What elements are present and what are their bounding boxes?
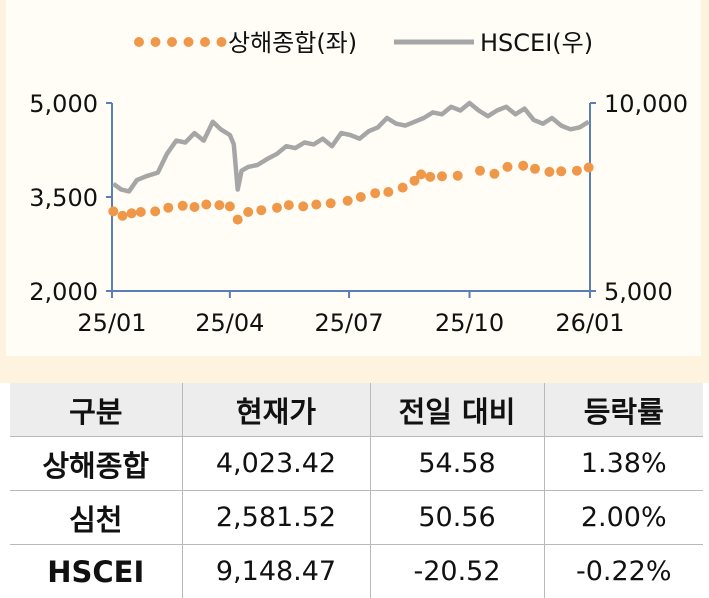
series-point-shanghai — [224, 201, 235, 212]
table-row: 심천 2,581.52 50.56 2.00% — [10, 490, 703, 545]
row-label: 심천 — [10, 490, 183, 545]
series-point-shanghai — [370, 188, 381, 199]
series-point-shanghai — [355, 192, 366, 202]
series-point-shanghai — [489, 168, 500, 179]
change-cell: 54.58 — [370, 436, 545, 491]
legend-marker-dots — [134, 37, 144, 47]
rate-cell: 1.38% — [544, 436, 703, 491]
change-cell: 50.56 — [370, 490, 545, 545]
rate-cell: 2.00% — [544, 490, 703, 545]
table-row: HSCEI 9,148.47 -20.52 -0.22% — [10, 544, 703, 598]
series-point-shanghai — [272, 202, 282, 213]
series-point-shanghai — [342, 195, 353, 206]
series-point-shanghai — [397, 182, 408, 193]
series-point-shanghai — [189, 202, 200, 212]
series-point-shanghai — [163, 202, 174, 213]
x-tick-label: 26/01 — [555, 309, 624, 337]
series-point-shanghai — [475, 165, 485, 176]
series-point-shanghai — [383, 187, 394, 197]
series-point-shanghai — [325, 198, 336, 209]
series-point-shanghai — [232, 214, 243, 225]
legend-marker-dots — [150, 37, 161, 47]
header-price: 현재가 — [182, 383, 371, 437]
series-point-shanghai — [530, 163, 540, 174]
row-label: 상해종합 — [10, 436, 183, 491]
series-point-shanghai — [583, 162, 594, 173]
legend-marker-dots — [200, 37, 210, 47]
price-cell: 9,148.47 — [182, 544, 371, 598]
price-cell: 4,023.42 — [182, 436, 371, 491]
series-point-shanghai — [177, 200, 188, 211]
y-right-tick-label: 10,000 — [604, 90, 688, 118]
x-tick-label: 25/07 — [314, 309, 383, 337]
series-point-shanghai — [243, 207, 254, 217]
price-cell: 2,581.52 — [182, 490, 371, 545]
series-point-shanghai — [201, 199, 212, 210]
series-point-shanghai — [556, 166, 567, 177]
series-point-shanghai — [518, 160, 529, 171]
chart-area: 2,000 3,500 5,000 5,000 10,000 25/01 25/04 25/0… — [6, 0, 701, 356]
series-point-shanghai — [425, 171, 436, 182]
y-left-tick-label: 5,000 — [29, 90, 98, 118]
y-left-tick-label: 3,500 — [29, 184, 98, 212]
series-point-shanghai — [416, 169, 427, 180]
series-point-shanghai — [135, 207, 146, 217]
series-line-hscei — [111, 100, 590, 194]
chart-panel: 2,000 3,500 5,000 5,000 10,000 25/01 25/04 25/0… — [0, 0, 709, 383]
row-label: HSCEI — [10, 544, 183, 598]
series-point-shanghai — [502, 161, 513, 172]
legend-label: HSCEI(우) — [480, 29, 593, 57]
series-point-shanghai — [437, 171, 447, 182]
series-point-shanghai — [544, 166, 555, 177]
series-point-shanghai — [117, 210, 128, 221]
series-point-shanghai — [409, 175, 420, 186]
legend-marker-dots — [167, 37, 177, 47]
series-point-shanghai — [150, 206, 161, 217]
series-point-shanghai — [311, 199, 322, 210]
header-category: 구분 — [10, 383, 183, 437]
legend-marker-dots — [183, 37, 194, 47]
series-point-shanghai — [571, 165, 582, 176]
index-table: 구분 현재가 전일 대비 등락률 상해종합 4,023.42 54.58 1.3… — [10, 383, 703, 598]
x-tick-label: 25/10 — [435, 309, 504, 337]
change-cell: -20.52 — [370, 544, 545, 598]
series-point-shanghai — [256, 205, 267, 216]
y-right-tick-label: 5,000 — [604, 278, 673, 306]
header-rate: 등락률 — [544, 383, 703, 437]
table-row: 상해종합 4,023.42 54.58 1.38% — [10, 436, 703, 491]
line-chart: 2,000 3,500 5,000 5,000 10,000 25/01 25/04 25/0… — [29, 29, 688, 337]
series-point-shanghai — [126, 208, 137, 219]
legend-marker-dots — [216, 37, 227, 47]
series-point-shanghai — [298, 201, 309, 212]
series-point-shanghai — [452, 170, 463, 181]
x-tick-label: 25/01 — [77, 309, 146, 337]
x-tick-label: 25/04 — [195, 309, 264, 337]
series-point-shanghai — [108, 206, 119, 217]
series-point-shanghai — [214, 200, 225, 211]
y-left-tick-label: 2,000 — [29, 278, 98, 306]
series-point-shanghai — [283, 200, 294, 211]
legend-label: 상해종합(좌) — [228, 29, 357, 57]
rate-cell: -0.22% — [575, 556, 672, 587]
table-header-row: 구분 현재가 전일 대비 등락률 — [10, 383, 703, 437]
header-change: 전일 대비 — [370, 383, 545, 437]
